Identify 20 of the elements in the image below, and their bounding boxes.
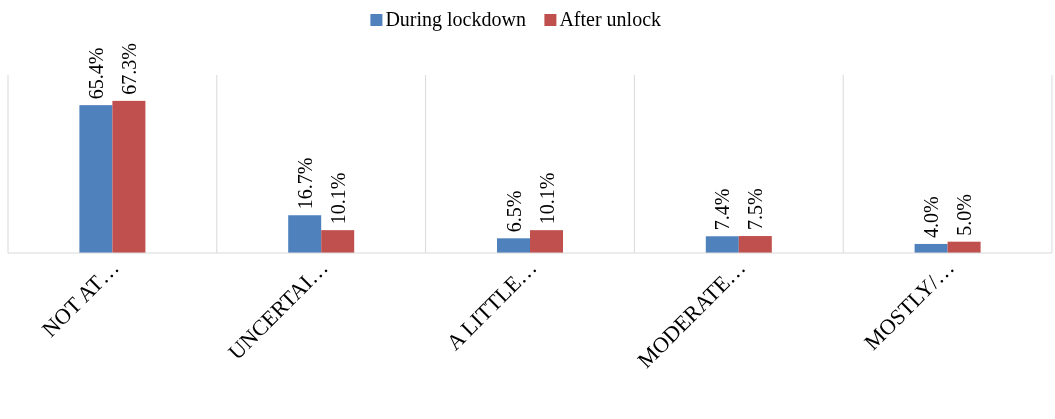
data-label: 5.0% (953, 194, 976, 236)
bar (705, 236, 739, 253)
data-label: 10.1% (326, 172, 349, 225)
data-label: 4.0% (920, 196, 943, 238)
bar (738, 236, 772, 253)
legend-label: After unlock (559, 8, 662, 30)
data-label: 7.5% (744, 188, 767, 231)
data-label: 7.4% (711, 188, 734, 231)
bar (321, 230, 355, 253)
bar (79, 105, 113, 253)
data-label: 65.4% (84, 47, 107, 100)
bar (497, 238, 530, 253)
bar (530, 230, 563, 253)
legend-label: During lockdown (385, 8, 526, 31)
data-label: 10.1% (535, 172, 558, 225)
data-label: 6.5% (502, 190, 525, 233)
data-label: 16.7% (293, 157, 316, 210)
bar (288, 215, 322, 253)
bar (112, 100, 146, 253)
data-label: 67.3% (117, 43, 140, 95)
